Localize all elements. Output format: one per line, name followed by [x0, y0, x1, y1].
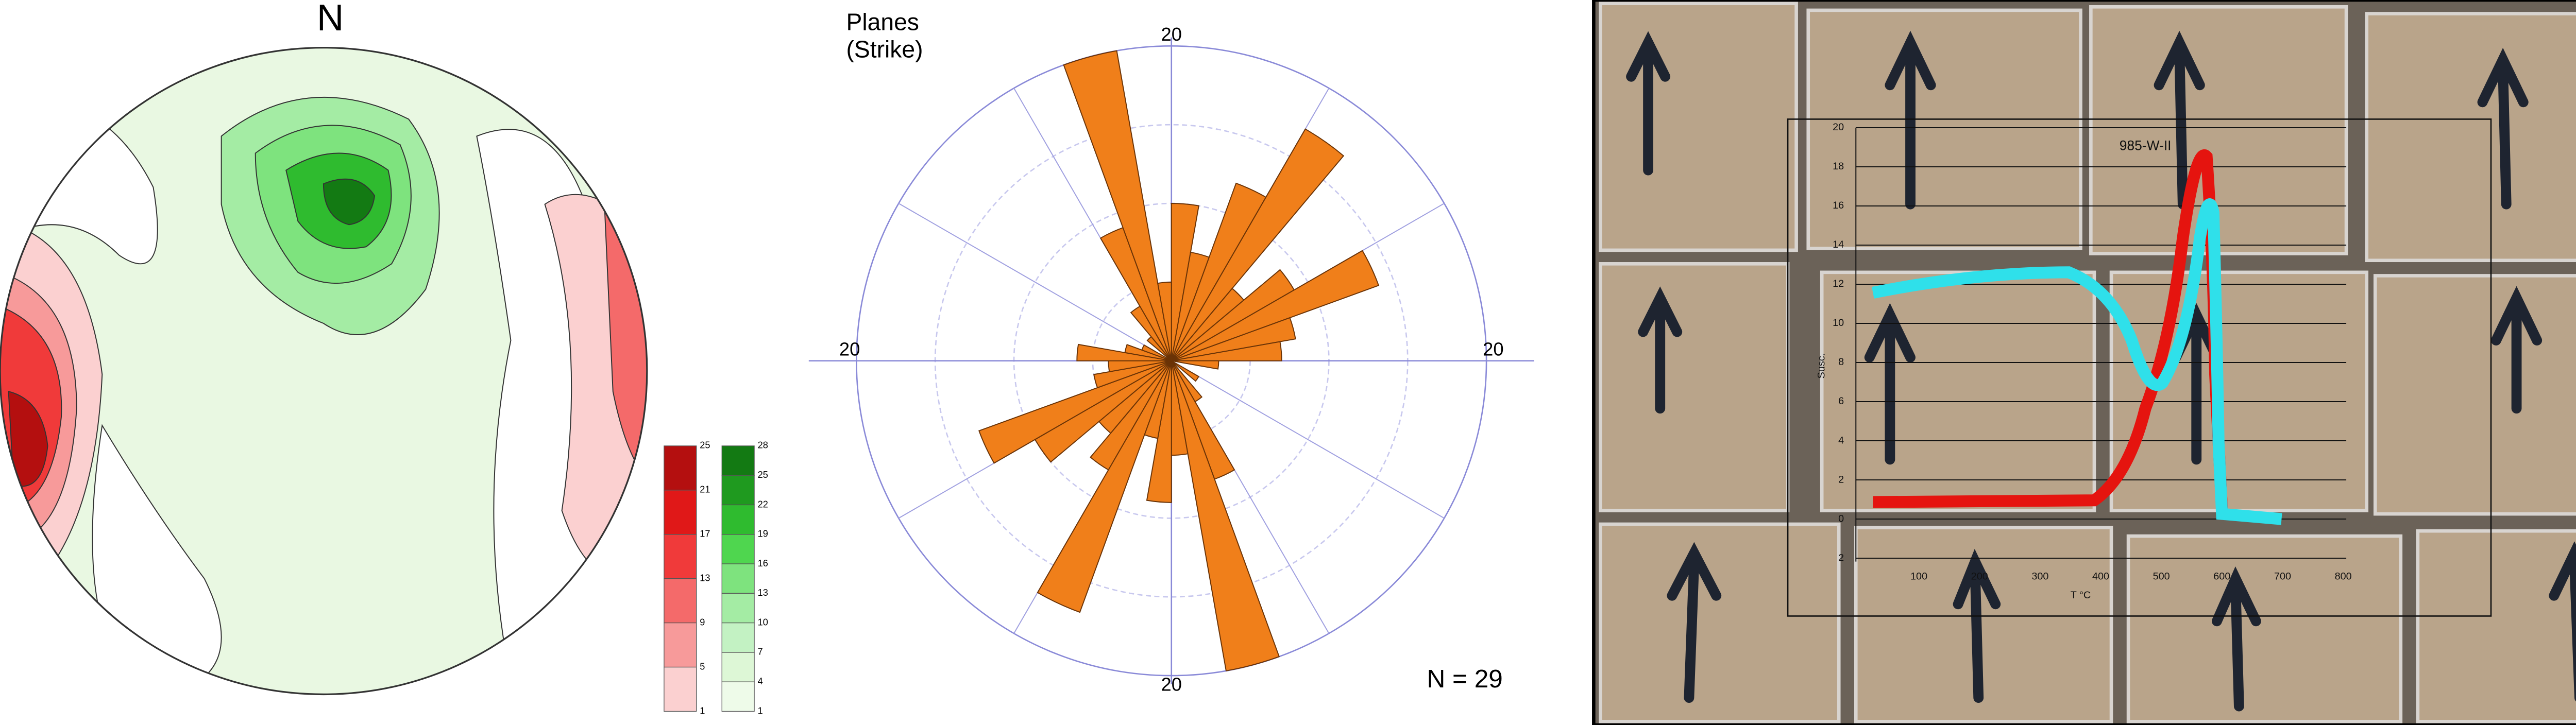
r-tick-label: 20: [1161, 674, 1182, 695]
legend-swatch: [721, 681, 755, 712]
legend-swatch: [664, 445, 697, 491]
petal: [1171, 128, 1345, 361]
r-tick-label: 20: [839, 338, 860, 359]
annotation: N = 29: [1427, 664, 1502, 693]
overlay-x-label: 700: [2274, 571, 2291, 582]
arrows: [1626, 30, 2576, 712]
overlay-y-label: 4: [1838, 435, 1844, 446]
overlay-y-label: 0: [1838, 513, 1844, 524]
legends: 25 21 17 13 9 5 1 28 25 22 19 16 13 10 7 4 1: [664, 440, 768, 716]
r-tick-label: 20: [1161, 24, 1182, 45]
overlay-x-label: 500: [2153, 571, 2170, 582]
overlay-x-label: 400: [2092, 571, 2109, 582]
legend-swatch: [721, 652, 755, 682]
overlay-y-label: 18: [1833, 161, 1844, 172]
legend-label: 13: [700, 573, 710, 583]
petal: [1093, 360, 1172, 389]
petal: [1171, 250, 1380, 361]
overlay-y-label: 20: [1833, 122, 1844, 133]
chart-subtitle: (Strike): [846, 36, 923, 62]
overlay-y-label: 16: [1833, 200, 1844, 211]
rose-diagram: 20 20 20 20 Planes(Strike) N = 29: [808, 9, 1534, 695]
legend-swatch: [721, 622, 755, 653]
overlay-y-title: Susc.: [1816, 353, 1827, 379]
stereonet: N: [0, 0, 648, 695]
legend-swatch: [721, 504, 755, 535]
overlay-x-label: 300: [2031, 571, 2048, 582]
overlay-x-label: 200: [1971, 571, 1988, 582]
overlay-y-label: 8: [1838, 356, 1844, 368]
legend-swatch: [721, 475, 755, 506]
legend-label: 1: [758, 705, 763, 716]
legend-label: 16: [758, 558, 768, 568]
legend-swatch: [721, 593, 755, 624]
legend-swatch: [721, 445, 755, 476]
legend-label: 19: [758, 529, 768, 539]
petal: [1090, 360, 1172, 471]
petal: [978, 360, 1172, 464]
petal: [1157, 281, 1172, 361]
legend-label: 4: [758, 676, 763, 686]
net-outline: [0, 47, 648, 695]
chart-title: Planes: [846, 9, 919, 36]
overlay-title: 985-W-II: [2120, 137, 2172, 153]
overlay-x-label: 800: [2335, 571, 2352, 582]
legend-swatch: [664, 578, 697, 624]
legend-label: 13: [758, 588, 768, 598]
petal: [1171, 341, 1282, 361]
legend-label: 28: [758, 440, 768, 451]
overlay-x-label: 600: [2213, 571, 2230, 582]
legend-label: 10: [758, 617, 768, 627]
north-label: N: [317, 0, 344, 39]
cyan-curve: [1872, 198, 2282, 525]
legend-swatch: [664, 490, 697, 535]
petal: [1037, 360, 1172, 613]
legend-label: 1: [700, 705, 705, 716]
overlay-x-label: 100: [1910, 571, 1927, 582]
legend-label: 17: [700, 529, 710, 539]
legend-label: 9: [700, 617, 705, 627]
legend-label: 22: [758, 499, 768, 509]
overlay-y-label: 6: [1838, 395, 1844, 407]
legend-swatch: [664, 534, 697, 579]
petal: [1171, 360, 1280, 671]
petal: [1171, 317, 1296, 361]
overlay-x-title: T °C: [2071, 590, 2091, 601]
overlay-y-label: 10: [1833, 317, 1844, 329]
overlay-y-label: 2: [1838, 552, 1844, 563]
legend-swatch: [664, 666, 697, 712]
r-tick-label: 20: [1483, 338, 1503, 359]
petal: [1171, 360, 1219, 370]
legend-swatch: [664, 622, 697, 668]
legend-label: 21: [700, 485, 710, 495]
petal: [1171, 360, 1200, 382]
legend-swatch: [721, 563, 755, 594]
legend-label: 7: [758, 647, 763, 657]
overlay-y-label: 2: [1838, 474, 1844, 485]
overlay-frame: [1787, 118, 2492, 617]
legend-label: 25: [700, 440, 710, 451]
legend-label: 25: [758, 470, 768, 480]
petal: [1141, 344, 1172, 361]
legend-swatch: [721, 534, 755, 564]
legend-label: 5: [700, 661, 705, 671]
blocks: [1599, 2, 2576, 723]
overlay-y-label: 14: [1833, 239, 1844, 250]
petal: [1063, 50, 1172, 361]
overlay-y-label: 12: [1833, 278, 1844, 289]
